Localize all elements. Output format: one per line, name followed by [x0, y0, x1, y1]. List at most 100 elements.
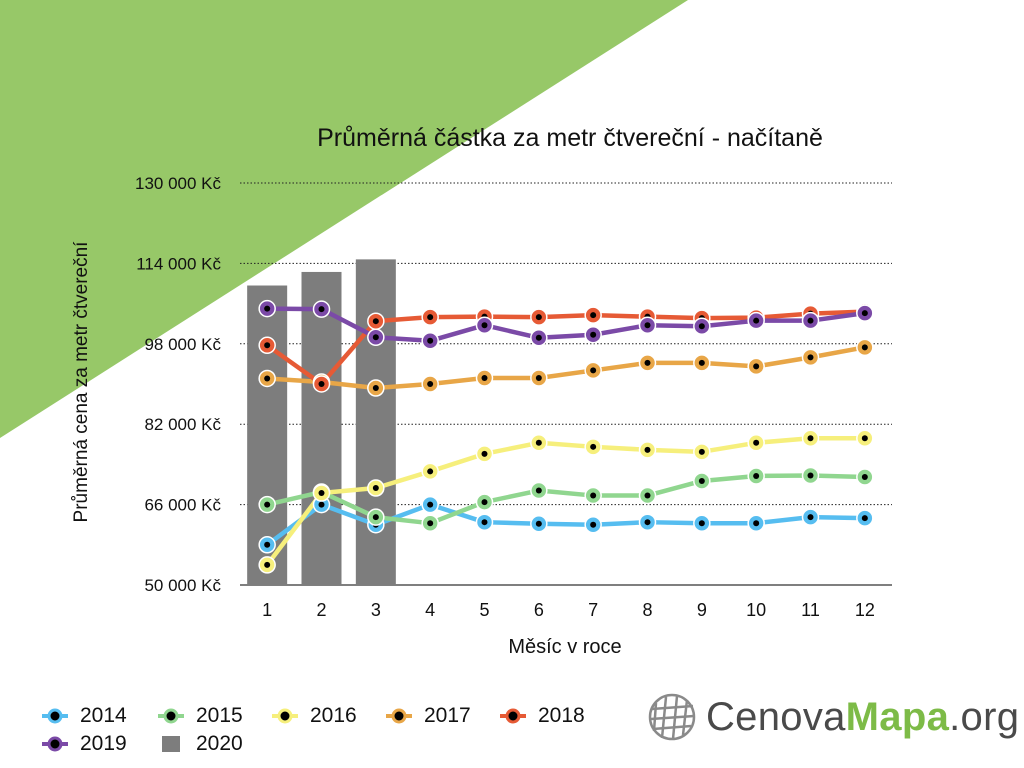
- chart-title: Průměrná částka za metr čtvereční - načí…: [317, 124, 823, 152]
- point-center-2014: [481, 519, 488, 526]
- legend-label-2019: 2019: [80, 732, 127, 755]
- point-center-2014: [698, 520, 705, 527]
- point-center-2014: [753, 520, 760, 527]
- point-center-2017: [427, 381, 434, 387]
- y-tick-label: 82 000 Kč: [144, 415, 221, 434]
- point-center-2017: [481, 374, 488, 381]
- legend-marker-2019: [42, 736, 68, 752]
- x-axis-label: Měsíc v roce: [508, 636, 622, 658]
- point-center-2015: [698, 477, 705, 484]
- legend-marker-2017: [386, 708, 412, 724]
- series-line-2014: [265, 502, 865, 547]
- point-center-2017: [807, 354, 814, 361]
- point-center-2018: [590, 312, 597, 319]
- point-center-2014: [807, 514, 814, 521]
- point-center-2019: [698, 323, 705, 330]
- x-tick-label: 4: [425, 600, 435, 620]
- x-tick-label: 5: [479, 600, 489, 620]
- point-center-2014: [590, 521, 597, 528]
- point-center-2019: [318, 306, 325, 313]
- legend-marker-2015: [158, 708, 184, 724]
- point-center-2018: [427, 314, 434, 321]
- point-center-2015: [264, 501, 271, 508]
- point-center-2019: [264, 305, 271, 312]
- point-center-2016: [427, 468, 434, 475]
- legend-item-2014: 2014: [40, 702, 127, 730]
- point-center-2016: [590, 443, 597, 450]
- logo-text-cenova: Cenova: [706, 694, 846, 739]
- y-axis-label: Průměrná cena za metr čtvereční: [71, 241, 92, 523]
- x-tick-label: 3: [371, 600, 381, 620]
- series-line-2017: [267, 345, 866, 391]
- legend-item-2015: 2015: [156, 702, 243, 730]
- point-center-2015: [590, 492, 597, 499]
- y-tick-label: 66 000 Kč: [144, 496, 221, 515]
- point-center-2019: [861, 310, 868, 317]
- x-tick-label: 7: [588, 600, 598, 620]
- series-line-2015: [266, 473, 865, 526]
- point-center-2014: [644, 519, 651, 526]
- series-line-2016: [265, 436, 865, 567]
- cenovamapa-logo: CenovaMapa.org: [646, 686, 1019, 748]
- point-center-2017: [698, 359, 705, 366]
- globe-grid-icon: [648, 693, 696, 741]
- point-center-2017: [535, 374, 542, 381]
- legend-item-2018: 2018: [498, 702, 585, 730]
- y-tick-label: 98 000 Kč: [144, 335, 221, 354]
- logo-text-mapa: Mapa: [845, 694, 950, 739]
- point-center-2016: [807, 435, 814, 442]
- legend-marker-2018: [500, 708, 526, 724]
- point-center-2019: [535, 334, 542, 341]
- x-tick-label: 6: [534, 600, 544, 620]
- point-center-2015: [372, 514, 379, 521]
- legend-label-2018: 2018: [538, 704, 585, 727]
- x-tick-label: 12: [855, 600, 875, 620]
- point-center-2017: [264, 375, 271, 382]
- legend-item-2020: 2020: [156, 730, 243, 758]
- point-center-2015: [481, 499, 488, 506]
- point-center-2015: [644, 492, 651, 499]
- legend-item-2016: 2016: [270, 702, 357, 730]
- point-center-2016: [753, 439, 760, 446]
- point-center-2018: [372, 318, 379, 325]
- x-tick-label: 9: [697, 600, 707, 620]
- x-tick-label: 8: [642, 600, 652, 620]
- point-center-2017: [644, 359, 651, 366]
- point-center-2014: [427, 501, 434, 508]
- legend-label-2014: 2014: [80, 704, 127, 727]
- x-tick-label: 11: [801, 600, 820, 620]
- point-center-2019: [807, 317, 814, 324]
- point-center-2016: [698, 448, 705, 455]
- bar-2020: [301, 271, 342, 585]
- x-tick-label: 1: [262, 600, 272, 620]
- point-center-2015: [807, 472, 814, 479]
- logo-text-org: .org: [949, 694, 1020, 739]
- legend-item-2019: 2019: [40, 730, 127, 758]
- point-center-2019: [481, 322, 488, 329]
- x-tick-label: 10: [746, 600, 766, 620]
- y-tick-label: 130 000 Kč: [135, 174, 222, 193]
- point-center-2019: [372, 334, 379, 341]
- point-center-2018: [264, 342, 271, 349]
- legend: 2014 2015 2016 2017 2018 2019 2020: [40, 702, 620, 762]
- point-center-2017: [861, 344, 868, 351]
- y-tick-label: 114 000 Kč: [136, 254, 221, 273]
- point-center-2019: [590, 331, 597, 338]
- legend-label-2017: 2017: [424, 704, 471, 727]
- point-center-2014: [861, 515, 868, 522]
- point-center-2016: [481, 450, 488, 457]
- legend-marker-2020: [162, 736, 180, 752]
- point-center-2017: [590, 367, 597, 374]
- legend-label-2015: 2015: [196, 704, 243, 727]
- point-center-2015: [427, 520, 434, 527]
- point-center-2016: [264, 561, 271, 568]
- point-center-2014: [535, 520, 542, 527]
- legend-label-2016: 2016: [310, 704, 357, 727]
- point-center-2016: [535, 439, 542, 446]
- point-center-2017: [753, 363, 760, 370]
- point-center-2019: [753, 317, 760, 324]
- point-center-2014: [318, 501, 325, 508]
- point-center-2015: [535, 487, 542, 494]
